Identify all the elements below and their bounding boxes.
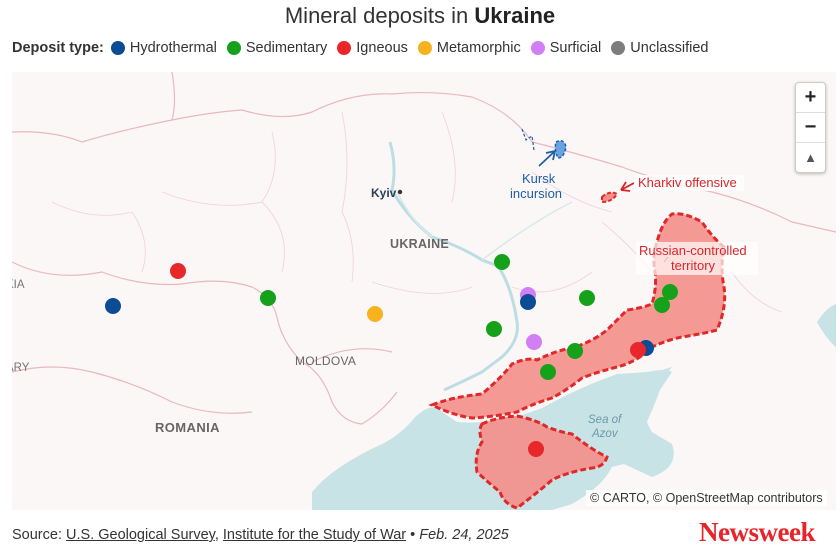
map-controls: + − ▲: [795, 82, 826, 173]
map-svg: Kyiv UKRAINE MOLDOVA ROMANIA Sea of Azov…: [12, 72, 836, 510]
label-left-edge-1: KIA: [12, 279, 25, 291]
footer-source: Source: U.S. Geological Survey, Institut…: [12, 527, 509, 543]
deposit-sedimentary[interactable]: [567, 343, 583, 359]
legend-swatch-unclassified: [611, 41, 626, 55]
label-sea-of-azov-2: Azov: [591, 428, 619, 440]
country-borders: [12, 72, 836, 425]
annotation-territory-2: territory: [671, 258, 716, 273]
legend-swatch-hydrothermal: [110, 41, 125, 55]
map-attribution[interactable]: © CARTO, © OpenStreetMap contributors: [586, 490, 827, 506]
deposit-igneous[interactable]: [630, 342, 646, 358]
right-edge-water: [817, 304, 836, 347]
kursk-border: [521, 128, 535, 151]
title-prefix: Mineral deposits in: [284, 3, 475, 28]
title-country: Ukraine: [474, 3, 556, 28]
deposit-sedimentary[interactable]: [654, 297, 670, 313]
legend-item-hydrothermal[interactable]: Hydrothermal: [110, 40, 217, 56]
legend-item-surficial[interactable]: Surficial: [530, 40, 602, 56]
annotation-territory-bg: [636, 242, 758, 275]
occupied-territory: [428, 212, 727, 420]
legend-label-metamorphic: Metamorphic: [436, 40, 521, 56]
label-kyiv: Kyiv: [371, 186, 397, 200]
zoom-in-button[interactable]: +: [796, 83, 825, 113]
sea-of-azov: [527, 370, 672, 445]
legend-swatch-igneous: [337, 41, 352, 55]
deposit-igneous[interactable]: [528, 441, 544, 457]
region-borders: [51, 111, 783, 313]
deposit-metamorphic[interactable]: [367, 306, 383, 322]
north-reset-button[interactable]: ▲: [804, 150, 817, 165]
legend-label-hydrothermal: Hydrothermal: [129, 40, 217, 56]
source-link-isw[interactable]: Institute for the Study of War: [222, 527, 407, 543]
kharkiv-arrow: [620, 181, 635, 192]
source-label: Source:: [12, 527, 62, 543]
legend-swatch-surficial: [530, 41, 545, 55]
annotation-kursk-2: incursion: [510, 186, 562, 201]
deposit-hydrothermal[interactable]: [105, 298, 121, 314]
deposit-sedimentary[interactable]: [486, 321, 502, 337]
legend-label-igneous: Igneous: [356, 40, 408, 56]
newsweek-logo[interactable]: Newsweek: [699, 517, 815, 547]
kursk-arrow: [538, 150, 556, 167]
deposit-sedimentary[interactable]: [662, 284, 678, 300]
deposit-hydrothermal[interactable]: [520, 294, 536, 310]
kyiv-point: [397, 189, 403, 195]
deposit-legend: Deposit type: Hydrothermal Sedimentary I…: [12, 40, 718, 56]
label-romania: ROMANIA: [155, 420, 220, 435]
source-separator: ,: [214, 527, 219, 543]
annotation-kursk-1: Kursk: [522, 171, 556, 186]
legend-label-sedimentary: Sedimentary: [245, 40, 328, 56]
map-canvas[interactable]: Kyiv UKRAINE MOLDOVA ROMANIA Sea of Azov…: [12, 72, 836, 510]
deposit-sedimentary[interactable]: [494, 254, 510, 270]
label-left-edge-2: ARY: [12, 362, 30, 374]
chart-title: Mineral deposits in Ukraine: [0, 3, 840, 29]
legend-label-surficial: Surficial: [549, 40, 602, 56]
publish-date: Feb. 24, 2025: [419, 527, 509, 543]
deposit-surficial[interactable]: [526, 334, 542, 350]
label-sea-of-azov-1: Sea of: [588, 414, 623, 426]
label-moldova: MOLDOVA: [295, 354, 356, 368]
zoom-out-button[interactable]: −: [796, 113, 825, 143]
legend-item-sedimentary[interactable]: Sedimentary: [226, 40, 328, 56]
deposit-sedimentary[interactable]: [260, 290, 276, 306]
legend-swatch-metamorphic: [417, 41, 432, 55]
legend-title: Deposit type:: [12, 40, 104, 56]
river-2: [396, 191, 573, 261]
legend-item-igneous[interactable]: Igneous: [337, 40, 408, 56]
legend-label-unclassified: Unclassified: [630, 40, 709, 56]
annotation-kharkiv: Kharkiv offensive: [638, 175, 737, 190]
legend-item-metamorphic[interactable]: Metamorphic: [417, 40, 521, 56]
source-bullet: •: [410, 527, 416, 543]
kharkiv-area: [601, 191, 619, 204]
annotation-kharkiv-bg: [634, 175, 744, 191]
legend-swatch-sedimentary: [226, 41, 241, 55]
occupied-crimea: [474, 414, 609, 510]
annotation-territory-1: Russian-controlled: [639, 243, 747, 258]
deposit-sedimentary[interactable]: [579, 290, 595, 306]
deposit-igneous[interactable]: [170, 263, 186, 279]
source-link-usgs[interactable]: U.S. Geological Survey: [66, 527, 215, 543]
label-ukraine: UKRAINE: [390, 237, 449, 251]
legend-item-unclassified[interactable]: Unclassified: [611, 40, 708, 56]
kursk-area: [554, 140, 567, 159]
deposit-sedimentary[interactable]: [540, 364, 556, 380]
